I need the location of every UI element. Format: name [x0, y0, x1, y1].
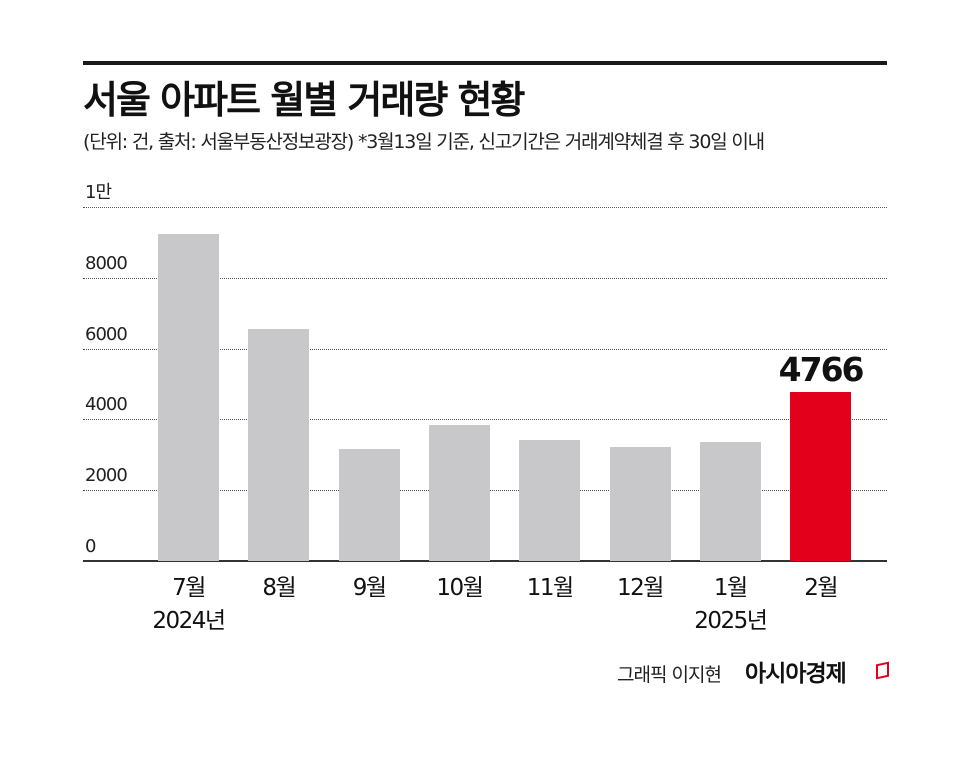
- y-tick-label: 4000: [85, 394, 128, 416]
- gridline: [83, 207, 887, 208]
- title-rule: [83, 61, 887, 65]
- year-label: 2024년: [152, 608, 226, 634]
- x-tick-label: 8월: [262, 575, 296, 601]
- y-tick-label: 1만: [85, 182, 112, 203]
- graphic-credit: 그래픽 이지현: [617, 664, 722, 686]
- gridline: [83, 419, 887, 421]
- bar: [248, 329, 310, 561]
- chart-title: 서울 아파트 월별 거래량 현황: [83, 78, 525, 122]
- x-tick-label: 7월: [172, 575, 206, 601]
- value-label: 4766: [778, 350, 865, 390]
- bar: [609, 447, 671, 561]
- bar: [428, 425, 490, 561]
- y-tick-label: 0: [85, 536, 96, 557]
- x-tick-label: 10월: [436, 575, 483, 601]
- gridline: [83, 277, 887, 279]
- y-tick-label: 2000: [85, 465, 128, 487]
- chart-subtitle: (단위: 건, 출처: 서울부동산정보광장) *3월13일 기준, 신고기간은 …: [83, 131, 765, 153]
- x-tick-label: 9월: [352, 575, 387, 601]
- y-tick-label: 8000: [85, 252, 128, 274]
- brand-mark-icon: [876, 661, 889, 680]
- bar: [158, 234, 219, 561]
- x-tick-label: 2월: [804, 575, 838, 601]
- bar: [790, 392, 852, 561]
- bar: [519, 439, 581, 561]
- year-label: 2025년: [694, 608, 768, 634]
- x-tick-label: 11월: [526, 575, 574, 601]
- bar: [699, 442, 761, 561]
- brand-logo: 아시아경제: [745, 661, 847, 687]
- y-tick-label: 6000: [85, 323, 128, 345]
- x-axis: [83, 560, 887, 562]
- x-tick-label: 12월: [617, 575, 664, 601]
- x-tick-label: 1월: [713, 575, 748, 601]
- bar: [338, 449, 400, 561]
- gridline: [83, 348, 887, 350]
